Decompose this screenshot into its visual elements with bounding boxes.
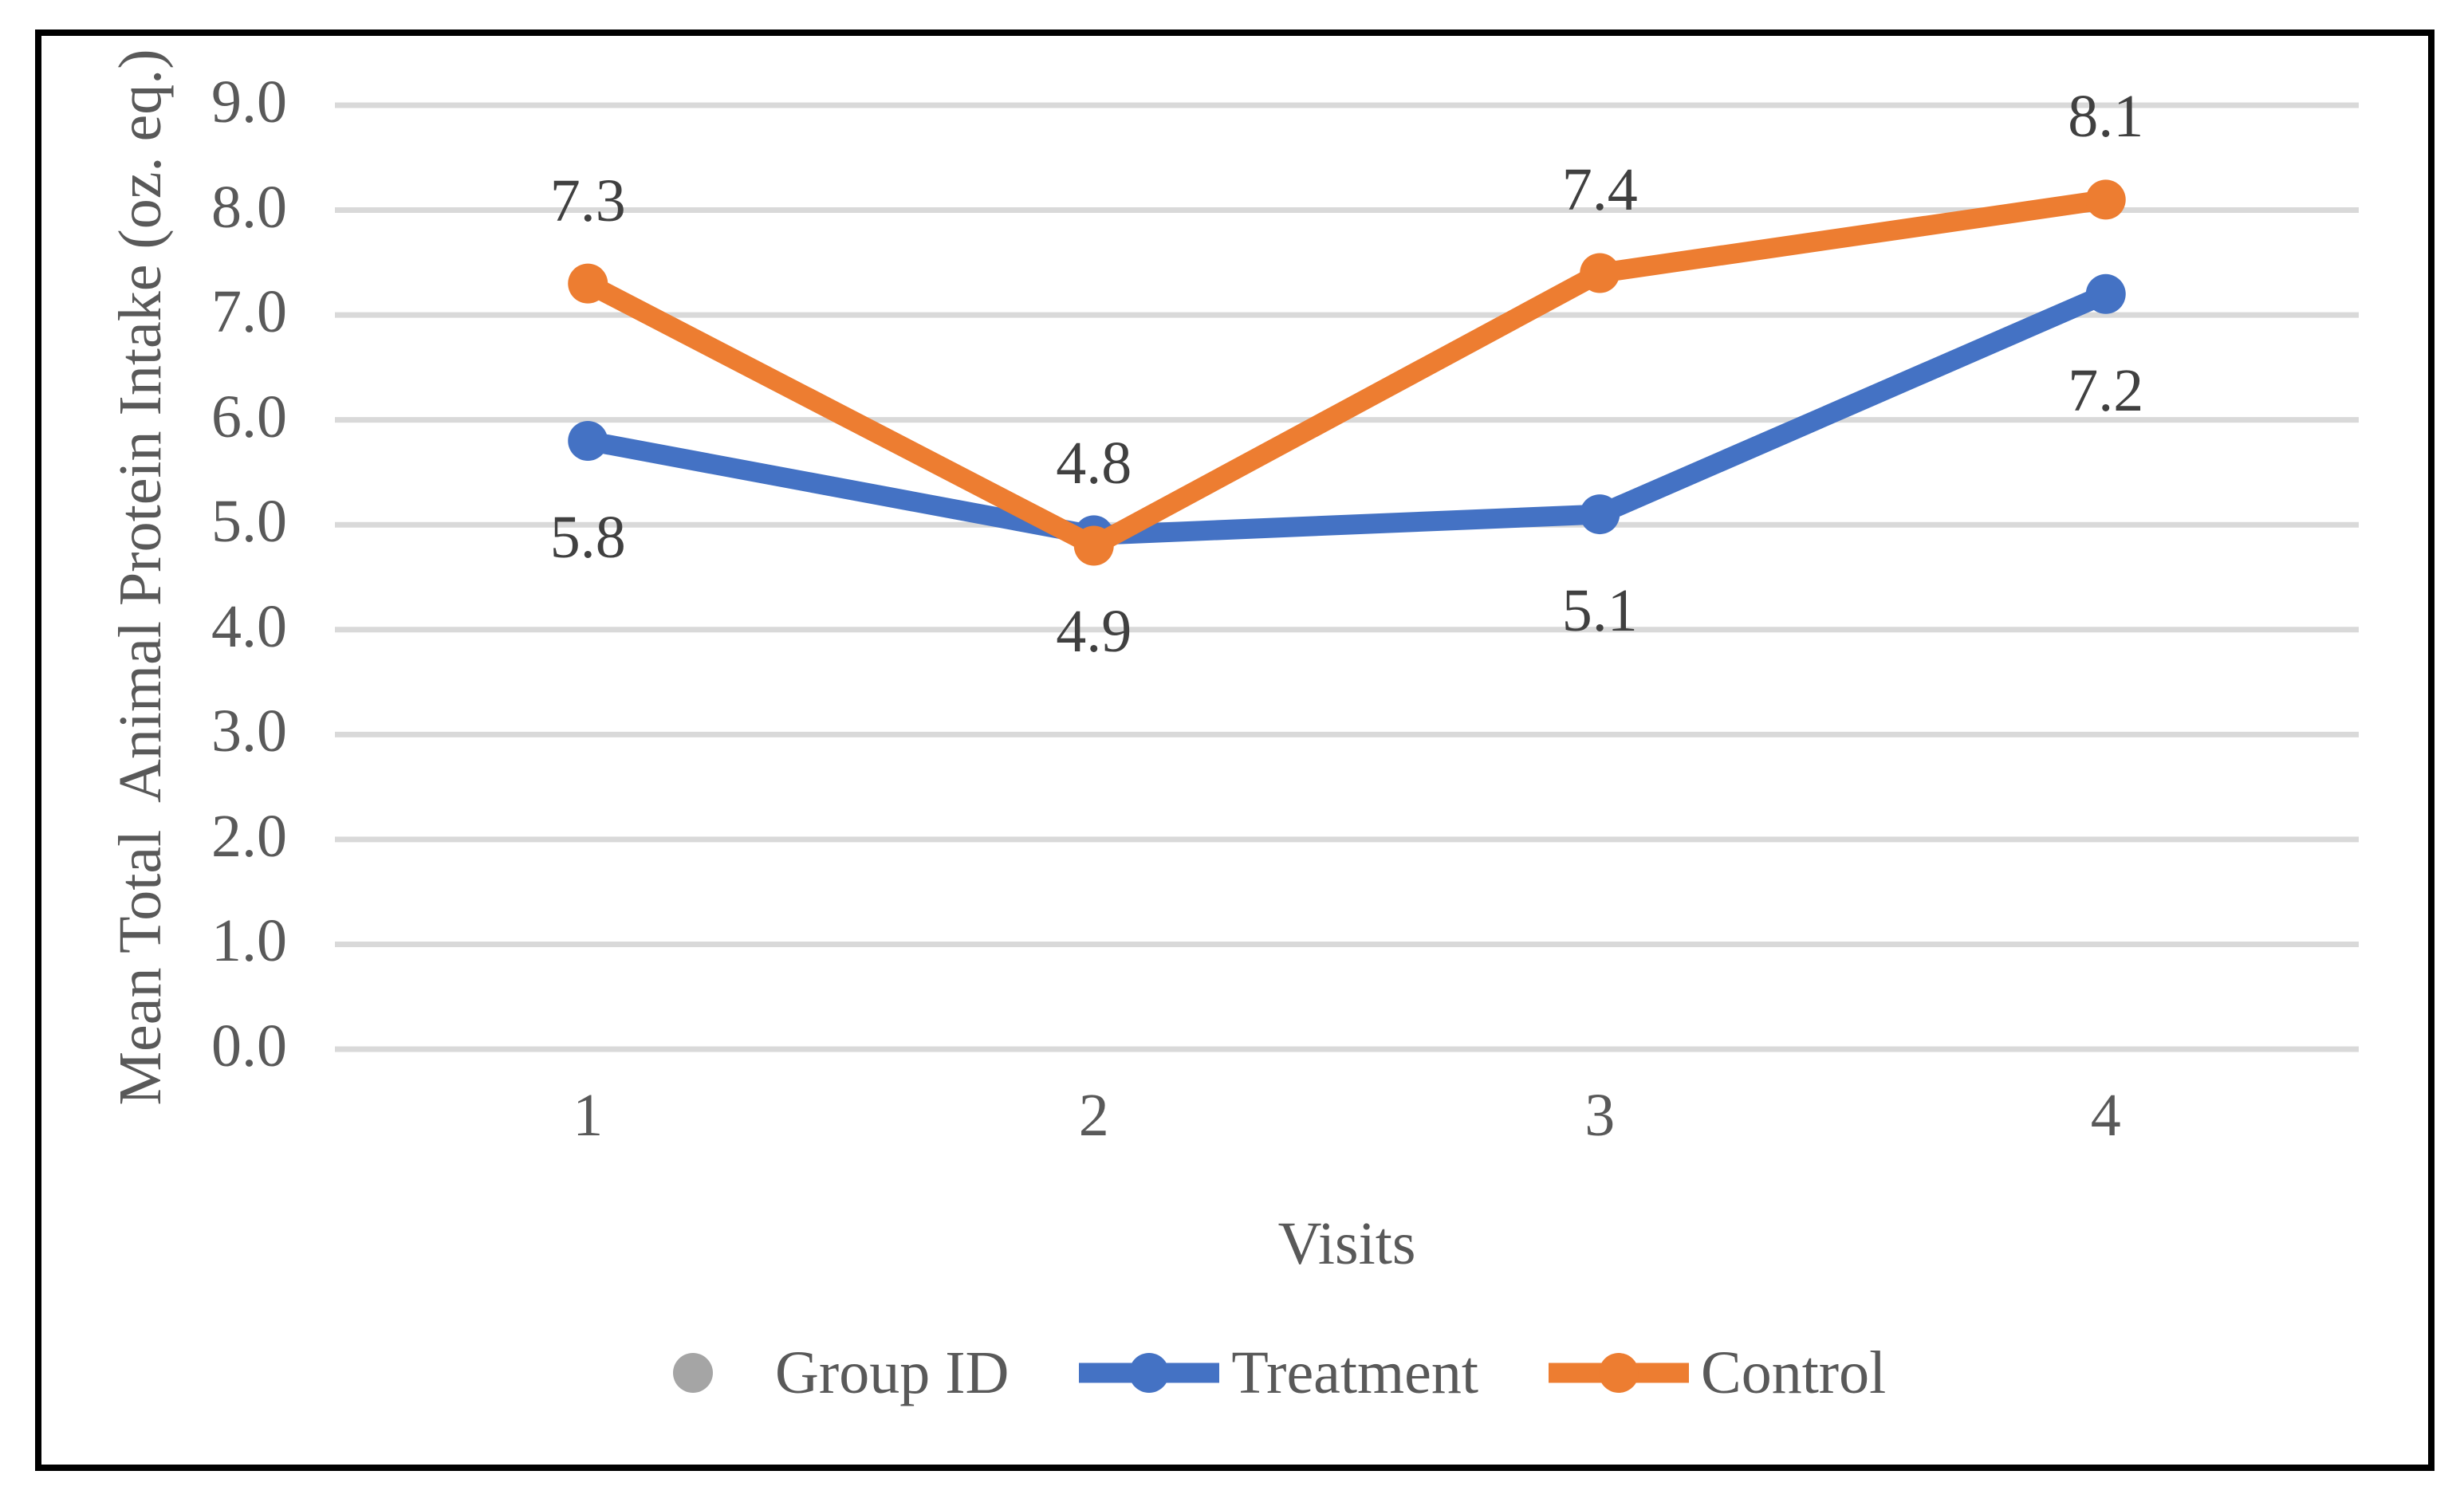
legend-swatch-treatment: [1079, 1351, 1220, 1395]
y-tick-label-0.0: 0.0: [211, 1013, 287, 1079]
series-line-control: [577, 189, 2116, 556]
y-tick-label-3.0: 3.0: [211, 698, 287, 765]
legend-label-control: Control: [1701, 1339, 1887, 1406]
marker-control-visit-2: [1073, 525, 1114, 566]
marker-control-visit-1: [568, 263, 608, 304]
data-label-control-visit-4: 8.1: [2068, 83, 2144, 151]
data-label-treatment-visit-3: 5.1: [1561, 577, 1638, 645]
legend-marker-icon-group-id: [673, 1353, 713, 1393]
x-tick-label-3: 3: [1584, 1082, 1616, 1149]
y-tick-label-6.0: 6.0: [211, 383, 287, 450]
legend-item-treatment: Treatment: [1079, 1343, 1478, 1403]
y-axis-title: Mean Total Animal Protein Intake (oz. eq…: [107, 49, 174, 1106]
marker-control-visit-4: [2085, 179, 2126, 220]
marker-treatment-visit-4: [2085, 273, 2126, 314]
data-label-treatment-visit-4: 7.2: [2068, 356, 2144, 424]
legend-marker-icon-control: [1599, 1353, 1639, 1393]
y-tick-label-2.0: 2.0: [211, 802, 287, 870]
data-label-treatment-visit-1: 5.8: [549, 503, 626, 571]
y-tick-label-9.0: 9.0: [211, 69, 287, 136]
y-tick-label-1.0: 1.0: [211, 907, 287, 975]
marker-treatment-visit-1: [568, 420, 608, 461]
legend: Group ID Treatment Control: [623, 1335, 1886, 1411]
chart-border-frame: [35, 29, 2434, 1471]
data-label-control-visit-1: 7.3: [549, 167, 626, 234]
y-tick-label-5.0: 5.0: [211, 488, 287, 556]
legend-item-control: Control: [1549, 1343, 1886, 1403]
y-tick-label-4.0: 4.0: [211, 592, 287, 660]
y-tick-label-7.0: 7.0: [211, 278, 287, 346]
x-tick-label-4: 4: [2090, 1082, 2121, 1149]
x-tick-label-2: 2: [1078, 1082, 1109, 1149]
x-tick-label-1: 1: [573, 1082, 604, 1149]
legend-swatch-control: [1549, 1351, 1689, 1395]
legend-item-group-id: Group ID: [623, 1343, 1009, 1403]
legend-swatch-group-id: [623, 1351, 763, 1395]
data-label-treatment-visit-2: 4.9: [1056, 598, 1132, 666]
x-axis-title: Visits: [1277, 1210, 1416, 1277]
data-label-control-visit-3: 7.4: [1561, 156, 1638, 224]
data-label-control-visit-2: 4.8: [1056, 429, 1132, 497]
marker-treatment-visit-3: [1580, 494, 1620, 535]
legend-label-group-id: Group ID: [775, 1339, 1010, 1406]
legend-label-treatment: Treatment: [1231, 1339, 1478, 1406]
marker-control-visit-3: [1580, 253, 1620, 293]
legend-marker-icon-treatment: [1129, 1353, 1170, 1393]
y-tick-label-8.0: 8.0: [211, 173, 287, 241]
series-line-treatment: [577, 284, 2116, 545]
